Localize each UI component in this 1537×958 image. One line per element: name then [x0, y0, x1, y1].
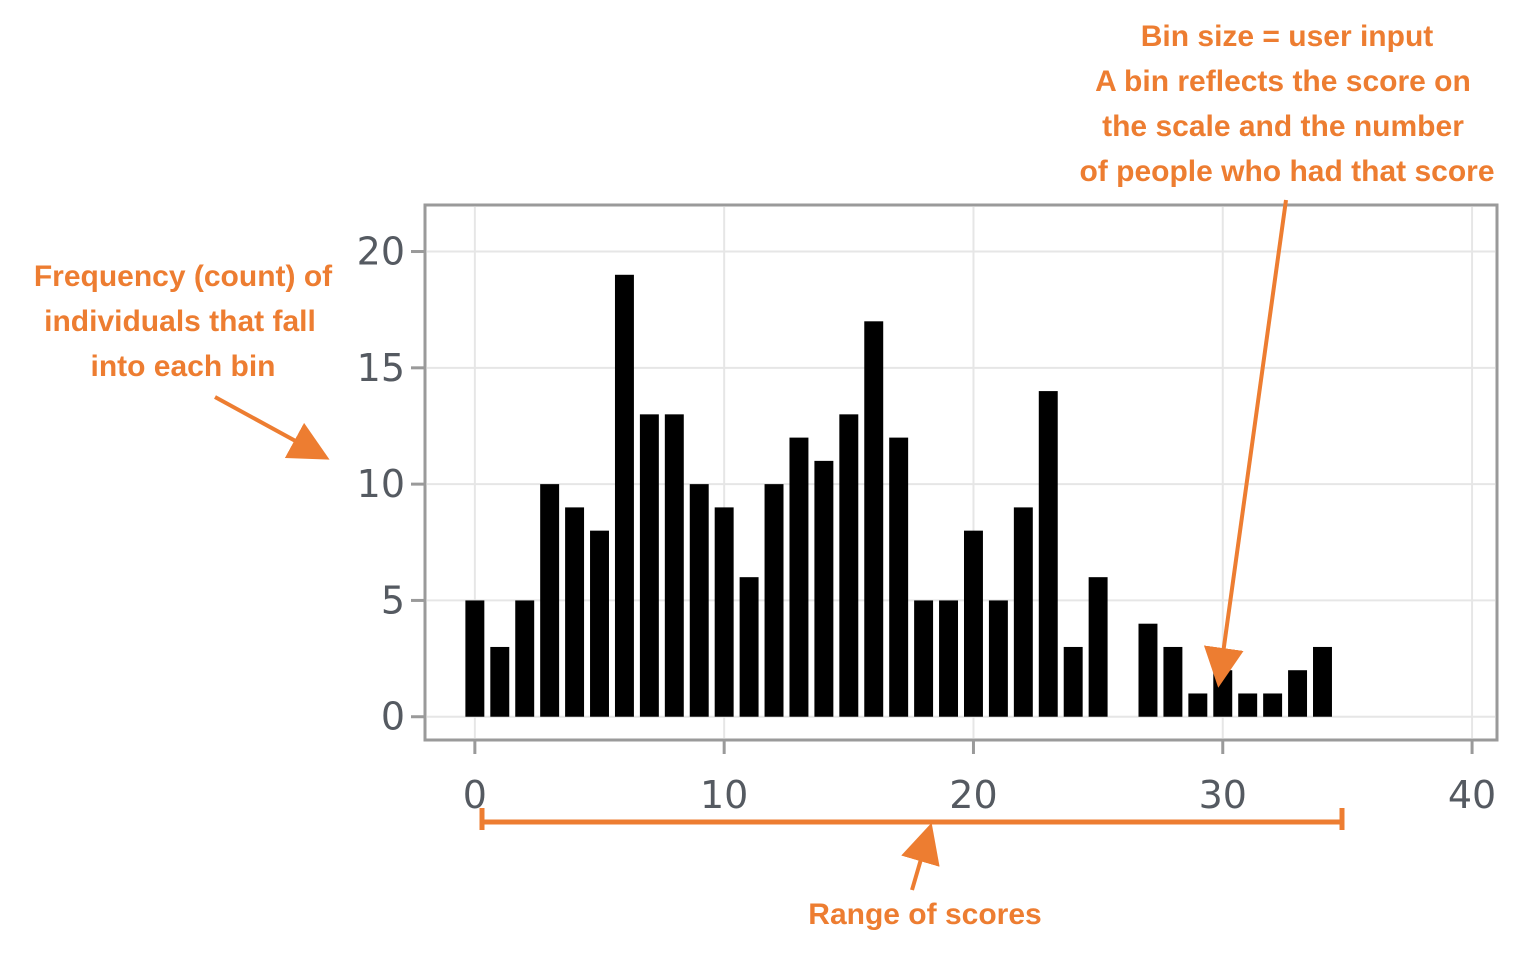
histogram-bar-15: [839, 414, 859, 717]
histogram-bar-16: [864, 321, 884, 717]
histogram-bar-4: [565, 507, 585, 717]
histogram-bar-29: [1188, 693, 1208, 717]
histogram-bar-0: [465, 600, 485, 717]
histogram-bar-14: [814, 460, 834, 717]
x-tick-label-30: 30: [1199, 773, 1247, 817]
histogram-bar-9: [689, 484, 709, 717]
annotation-bin-line-3: the scale and the number: [1102, 110, 1464, 143]
histogram-bar-5: [590, 530, 609, 717]
x-axis: 0 10 20 30 40: [463, 740, 1496, 817]
x-tick-label-20: 20: [949, 773, 997, 817]
histogram-bar-13: [789, 437, 809, 717]
annotation-frequency-line-1: Frequency (count) of: [34, 260, 333, 293]
histogram-bar-27: [1138, 623, 1158, 717]
annotation-bin-size: Bin size = user input A bin reflects the…: [1079, 20, 1495, 688]
y-tick-label-10: 10: [357, 462, 405, 506]
annotation-range: Range of scores: [479, 808, 1345, 931]
histogram-bar-24: [1063, 646, 1083, 717]
bin-arrow-icon: [1203, 199, 1288, 688]
histogram-bar-20: [963, 530, 983, 717]
annotation-frequency: Frequency (count) of individuals that fa…: [34, 260, 333, 460]
annotation-frequency-line-2: individuals that fall: [44, 305, 316, 338]
annotation-range-label: Range of scores: [808, 898, 1041, 931]
histogram-bar-33: [1288, 670, 1308, 717]
plot-area: 0 5 10 15 20 0 10 20 30 40: [357, 203, 1499, 817]
histogram-bar-8: [664, 414, 684, 717]
y-tick-label-5: 5: [381, 578, 405, 622]
histogram-bar-32: [1263, 693, 1283, 717]
x-tick-label-10: 10: [700, 773, 748, 817]
histogram-bar-12: [764, 484, 784, 717]
x-tick-label-40: 40: [1448, 773, 1496, 817]
histogram-bar-30: [1213, 670, 1233, 717]
histogram-bar-7: [639, 414, 659, 717]
histogram-bar-6: [614, 274, 634, 717]
range-arrow-icon: [901, 822, 940, 891]
annotation-bin-line-4: of people who had that score: [1079, 155, 1494, 188]
histogram-bars: [465, 274, 1332, 717]
annotation-bin-line-1: Bin size = user input: [1141, 20, 1434, 53]
histogram-bar-11: [739, 577, 759, 717]
histogram-bar-28: [1163, 646, 1183, 717]
histogram-bar-31: [1238, 693, 1258, 717]
histogram-bar-21: [988, 600, 1008, 717]
histogram-bar-19: [939, 600, 959, 717]
y-tick-label-20: 20: [357, 230, 405, 274]
annotation-bin-line-2: A bin reflects the score on: [1095, 65, 1471, 98]
annotation-frequency-line-3: into each bin: [90, 350, 275, 383]
histogram-bar-22: [1013, 507, 1033, 717]
histogram-bar-2: [515, 600, 535, 717]
histogram-bar-10: [714, 507, 734, 717]
histogram-bar-1: [490, 646, 510, 717]
y-tick-label-15: 15: [357, 346, 405, 390]
histogram-bar-3: [540, 484, 560, 717]
plot-background: [423, 203, 1499, 742]
frequency-arrow-icon: [214, 395, 330, 460]
histogram-bar-23: [1038, 391, 1058, 717]
histogram-bar-18: [914, 600, 934, 717]
y-axis: 0 5 10 15 20: [357, 230, 425, 739]
histogram-bar-17: [889, 437, 909, 717]
histogram-bar-34: [1313, 646, 1332, 717]
y-tick-label-0: 0: [381, 695, 405, 739]
histogram-bar-25: [1088, 577, 1108, 717]
